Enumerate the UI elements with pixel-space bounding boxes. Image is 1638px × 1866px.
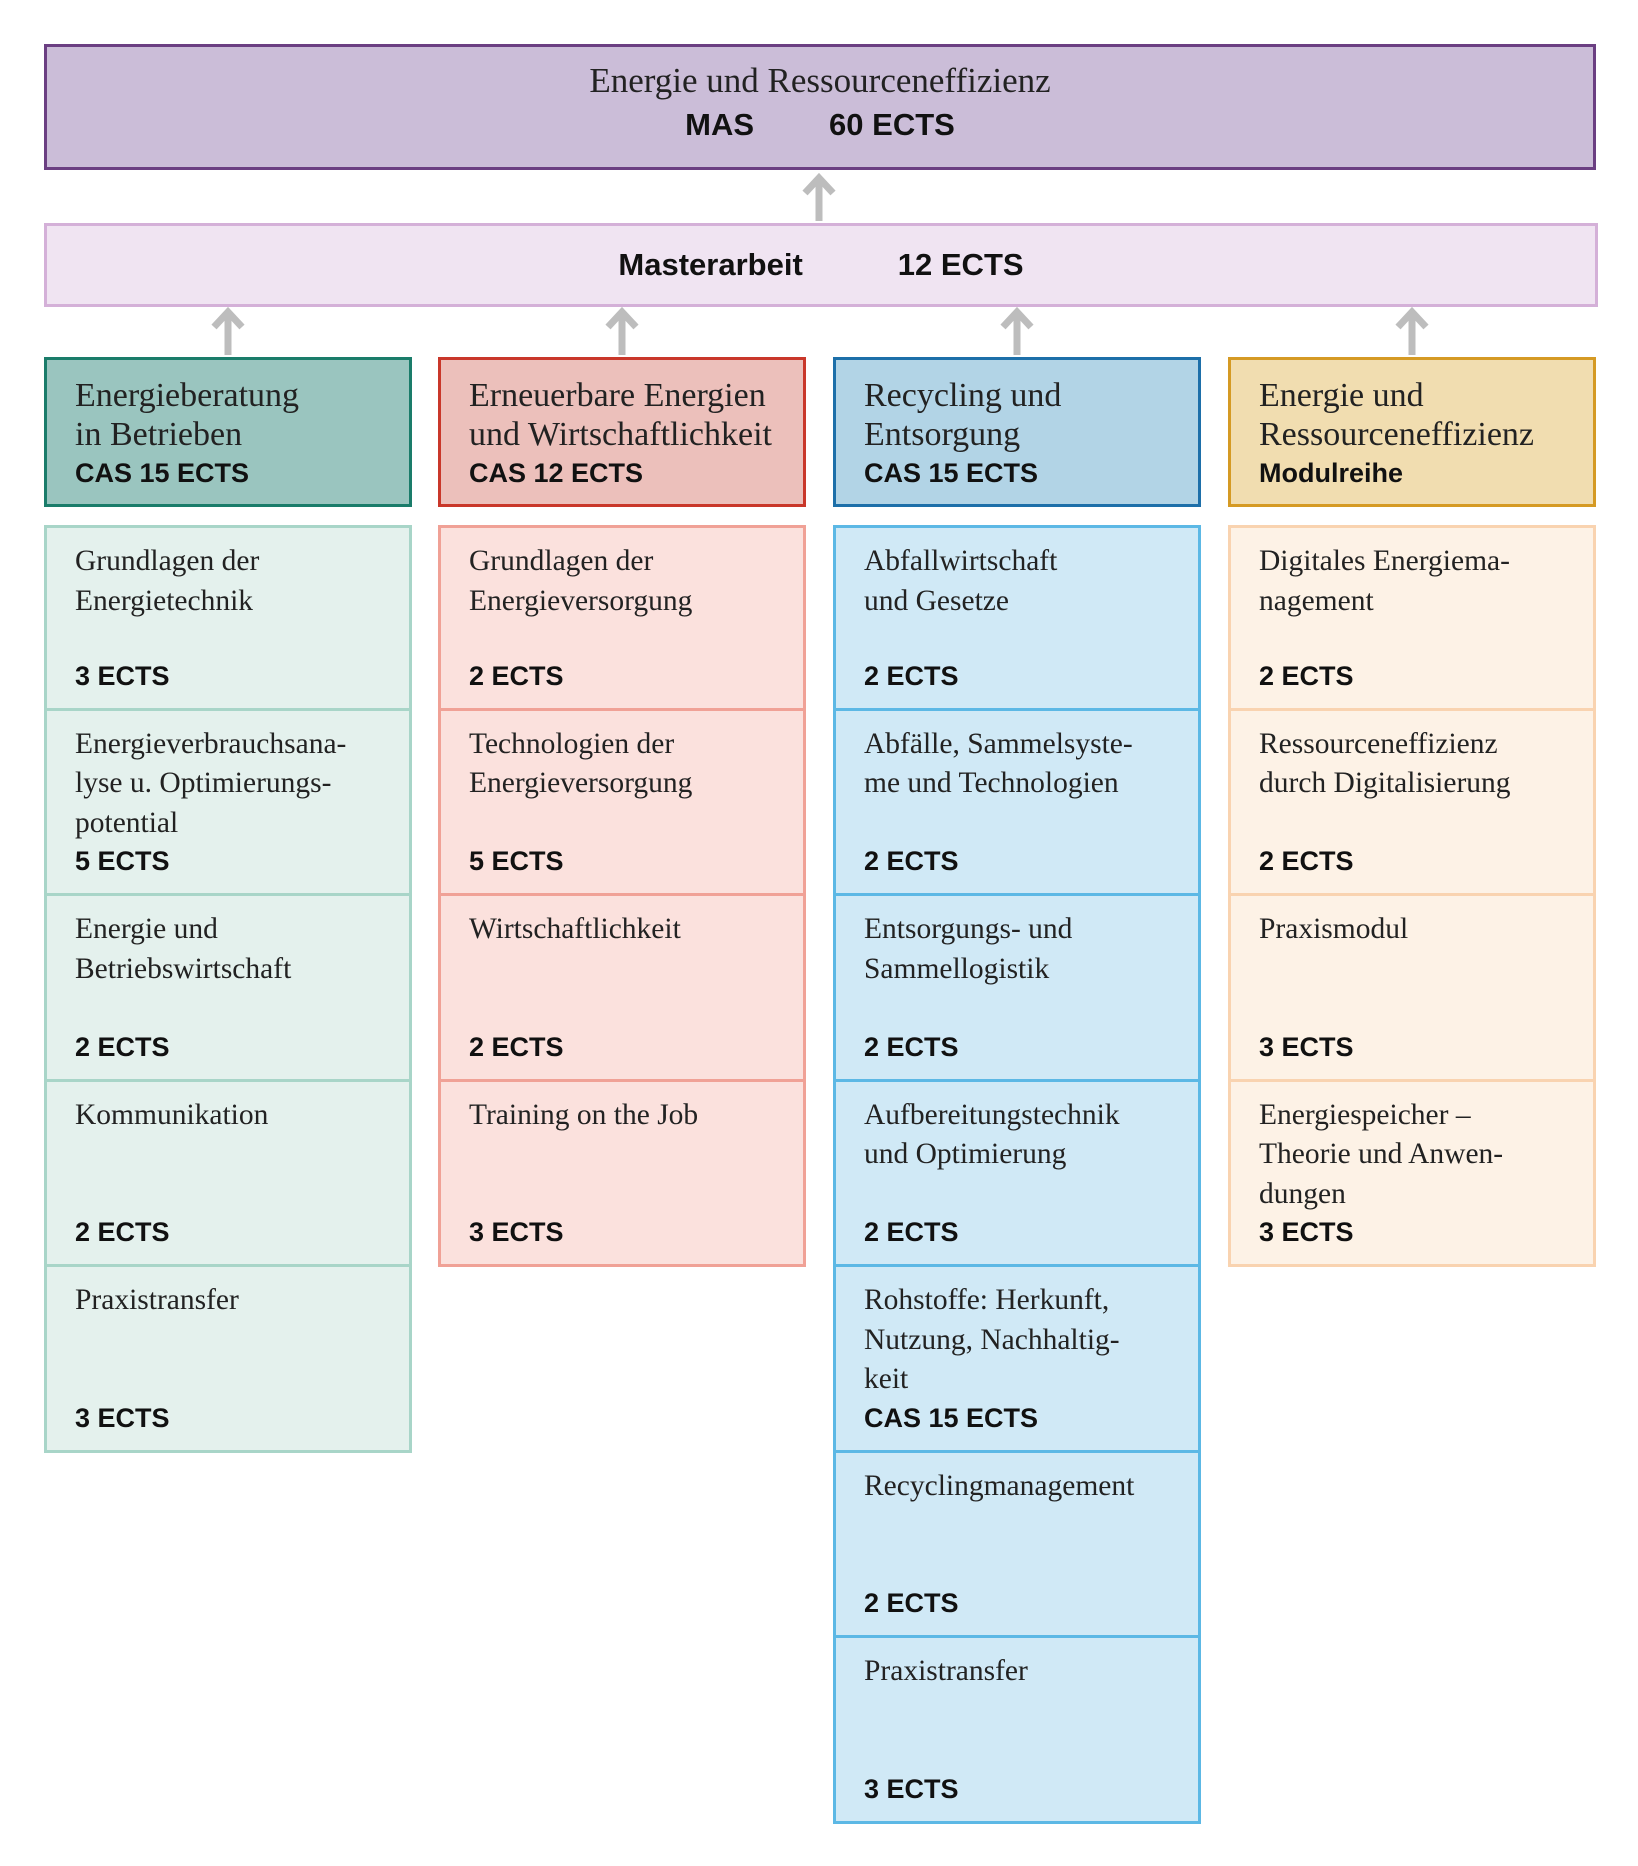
- module-item: Grundlagen der Energietechnik 3 ECTS: [44, 525, 412, 711]
- module-credits: 3 ECTS: [864, 1773, 959, 1804]
- module-name: Abfallwirtschaft und Gesetze: [864, 545, 1058, 617]
- module-credits: 2 ECTS: [864, 1588, 959, 1618]
- module-item: Energiespeicher – Theorie und Anwen- dun…: [1228, 1081, 1596, 1267]
- module-item: Praxismodul 3 ECTS: [1228, 896, 1596, 1082]
- module-name: Energiespeicher – Theorie und Anwen- dun…: [1259, 1098, 1504, 1210]
- module-item: Entsorgungs- und Sammellogistik 2 ECTS: [833, 896, 1201, 1082]
- column-subtitle: CAS 15 ECTS: [864, 458, 1039, 488]
- module-credits: 2 ECTS: [864, 846, 959, 876]
- module-item: Energie und Betriebswirtschaft 2 ECTS: [44, 896, 412, 1082]
- module-name: Recyclingmanagement: [864, 1469, 1135, 1502]
- module-item: Energieverbrauchsana- lyse u. Optimierun…: [44, 710, 412, 896]
- module-item: Training on the Job 3 ECTS: [438, 1081, 806, 1267]
- module-list: Digitales Energiema- nagement 2 ECTS Resso…: [1228, 525, 1596, 1267]
- module-name: Grundlagen der Energietechnik: [75, 545, 260, 617]
- module-credits: 2 ECTS: [864, 1031, 959, 1062]
- column-title: Recycling und Entsorgung: [864, 377, 1062, 453]
- module-name: Technologien der Energieversorgung: [469, 727, 693, 800]
- module-item: Rohstoffe: Herkunft, Nutzung, Nachhaltig…: [833, 1267, 1201, 1453]
- cas-column: Erneuerbare Energien und Wirtschaftlichk…: [438, 357, 806, 1267]
- module-credits: 5 ECTS: [75, 846, 170, 876]
- module-item: Kommunikation 2 ECTS: [44, 1081, 412, 1267]
- column-subtitle: Modulreihe: [1259, 458, 1404, 488]
- module-name: Energieverbrauchsana- lyse u. Optimierun…: [75, 727, 347, 839]
- column-title: Energieberatung in Betrieben: [75, 377, 300, 453]
- column-header: Erneuerbare Energien und Wirtschaftlichk…: [438, 357, 806, 507]
- module-item: Technologien der Energieversorgung 5 ECTS: [438, 710, 806, 896]
- arrow-up-icon: [211, 307, 245, 355]
- module-credits: 3 ECTS: [75, 660, 170, 691]
- program-degree: MAS: [685, 107, 755, 142]
- module-name: Praxismodul: [1259, 913, 1409, 945]
- module-item: Grundlagen der Energieversorgung 2 ECTS: [438, 525, 806, 711]
- cas-column: Energieberatung in Betrieben CAS 15 ECTS G…: [44, 357, 412, 1453]
- module-credits: 5 ECTS: [469, 846, 564, 876]
- thesis-credits: 12 ECTS: [897, 247, 1024, 282]
- column-title: Energie und Ressourceneffizienz: [1259, 377, 1535, 453]
- module-list: Abfallwirtschaft und Gesetze 2 ECTS Abfäll…: [833, 525, 1201, 1824]
- module-name: Aufbereitungstechnik und Optimierung: [864, 1098, 1120, 1171]
- module-name: Kommunikation: [75, 1098, 269, 1131]
- column-subtitle: CAS 15 ECTS: [75, 458, 250, 488]
- column-subtitle: CAS 12 ECTS: [469, 458, 644, 488]
- module-name: Entsorgungs- und Sammellogistik: [864, 913, 1073, 985]
- module-credits: 2 ECTS: [75, 1217, 170, 1247]
- module-credits: 3 ECTS: [469, 1217, 564, 1247]
- mas-program-box: Energie und Ressourceneffizienz MAS 60 E…: [44, 44, 1596, 170]
- module-name: Praxistransfer: [75, 1284, 239, 1316]
- column-header: Energieberatung in Betrieben CAS 15 ECTS: [44, 357, 412, 507]
- column-title: Erneuerbare Energien und Wirtschaftlichk…: [469, 377, 772, 453]
- module-item: Aufbereitungstechnik und Optimierung 2 EC…: [833, 1081, 1201, 1267]
- cas-column: Recycling und Entsorgung CAS 15 ECTS Abfal…: [833, 357, 1201, 1824]
- module-credits: CAS 15 ECTS: [864, 1402, 1039, 1433]
- module-name: Energie und Betriebswirtschaft: [75, 913, 292, 985]
- column-header: Energie und Ressourceneffizienz Modulreih…: [1228, 357, 1596, 507]
- program-credits: 60 ECTS: [829, 107, 955, 142]
- module-item: Recyclingmanagement 2 ECTS: [833, 1452, 1201, 1638]
- module-name: Abfälle, Sammelsyste- me und Technologie…: [864, 727, 1133, 800]
- module-name: Digitales Energiema- nagement: [1259, 545, 1510, 617]
- module-credits: 3 ECTS: [75, 1402, 170, 1433]
- module-credits: 2 ECTS: [1259, 660, 1354, 691]
- module-credits: 2 ECTS: [1259, 846, 1354, 876]
- master-thesis-box: Masterarbeit 12 ECTS: [44, 223, 1598, 307]
- module-item: Praxistransfer 3 ECTS: [833, 1638, 1201, 1824]
- module-name: Grundlagen der Energieversorgung: [469, 545, 693, 617]
- arrow-up-icon: [802, 173, 836, 221]
- module-name: Wirtschaftlichkeit: [469, 913, 681, 945]
- column-header: Recycling und Entsorgung CAS 15 ECTS: [833, 357, 1201, 507]
- arrow-up-icon: [605, 307, 639, 355]
- program-title: Energie und Ressourceneffizienz: [589, 61, 1051, 100]
- module-item: Wirtschaftlichkeit 2 ECTS: [438, 896, 806, 1082]
- arrow-up-icon: [1000, 307, 1034, 355]
- cas-column: Energie und Ressourceneffizienz Modulreih…: [1228, 357, 1596, 1267]
- module-item: Digitales Energiema- nagement 2 ECTS: [1228, 525, 1596, 711]
- module-credits: 2 ECTS: [864, 660, 959, 691]
- module-credits: 2 ECTS: [864, 1217, 959, 1247]
- module-credits: 2 ECTS: [469, 1031, 564, 1062]
- module-credits: 3 ECTS: [1259, 1217, 1354, 1247]
- module-name: Rohstoffe: Herkunft, Nutzung, Nachhaltig…: [864, 1284, 1120, 1395]
- module-credits: 2 ECTS: [469, 660, 564, 691]
- module-credits: 3 ECTS: [1259, 1031, 1354, 1062]
- module-item: Praxistransfer 3 ECTS: [44, 1267, 412, 1453]
- thesis-label: Masterarbeit: [618, 247, 803, 282]
- module-name: Training on the Job: [469, 1098, 699, 1131]
- module-name: Ressourceneffizienz durch Digitalisierun…: [1259, 727, 1511, 800]
- module-item: Abfälle, Sammelsyste- me und Technologie…: [833, 710, 1201, 896]
- module-item: Abfallwirtschaft und Gesetze 2 ECTS: [833, 525, 1201, 711]
- module-list: Grundlagen der Energietechnik 3 ECTS Energ…: [44, 525, 412, 1453]
- module-list: Grundlagen der Energieversorgung 2 ECTS Te…: [438, 525, 806, 1267]
- module-item: Ressourceneffizienz durch Digitalisierun…: [1228, 710, 1596, 896]
- module-name: Praxistransfer: [864, 1655, 1028, 1687]
- arrow-up-icon: [1395, 307, 1429, 355]
- module-credits: 2 ECTS: [75, 1031, 170, 1062]
